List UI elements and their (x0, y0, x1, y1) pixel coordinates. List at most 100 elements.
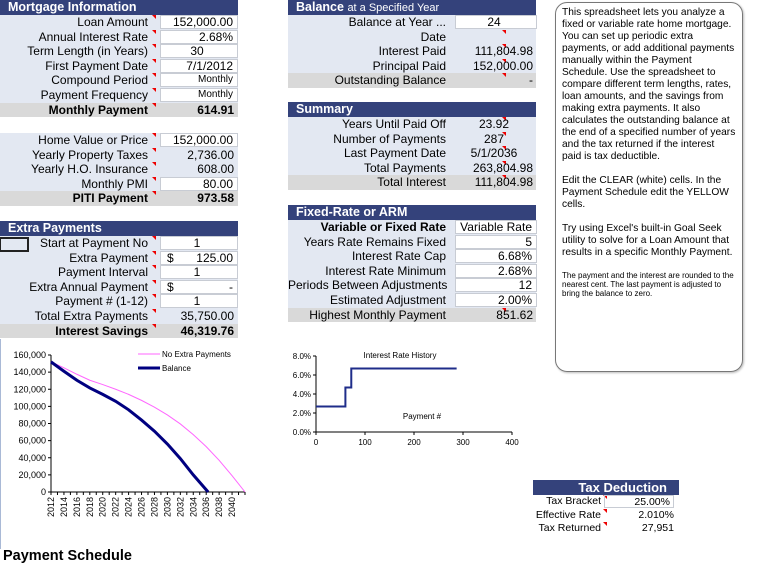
value-text: 5/1/2036 (470, 146, 518, 161)
value-input[interactable]: Variable Rate (455, 220, 537, 234)
value-cell: 973.58 (160, 191, 238, 205)
legend-label: Balance (162, 364, 191, 373)
instructions-textbox[interactable]: This spreadsheet lets you analyze a fixe… (555, 2, 743, 372)
comment-indicator[interactable] (502, 175, 506, 180)
value-text: 111,804.98 (474, 175, 533, 190)
comment-indicator[interactable] (152, 147, 156, 152)
row-label: Start at Payment No (39, 236, 148, 250)
value-cell: 2.010% (638, 508, 674, 521)
value-input[interactable]: Monthly (160, 87, 238, 102)
comment-indicator[interactable] (152, 294, 156, 299)
summary-section: Summary Years Until Paid Off 23.92 Number … (288, 102, 536, 190)
legend-label: No Extra Payments (162, 350, 231, 359)
section-header: Tax Deduction (533, 480, 679, 495)
tax-row: Tax Bracket 25.00% (533, 495, 679, 509)
comment-indicator[interactable] (502, 131, 506, 136)
form-row: Variable or Fixed Rate Variable Rate (288, 220, 537, 235)
x-tick-label: 2026 (137, 497, 147, 517)
form-row: First Payment Date 7/1/2012 (0, 58, 238, 74)
value-text: 111,804.98 (474, 44, 533, 59)
value-input[interactable]: 6.68% (455, 249, 537, 264)
comment-indicator[interactable] (152, 323, 156, 328)
form-row: Payment Frequency Monthly (0, 87, 238, 103)
comment-indicator[interactable] (152, 102, 156, 107)
comment-indicator[interactable] (152, 279, 156, 284)
value-input[interactable]: 2.68% (160, 29, 238, 44)
comment-indicator[interactable] (152, 29, 156, 34)
comment-indicator[interactable] (502, 117, 506, 121)
value-text: 608.00 (197, 162, 234, 177)
comment-indicator[interactable] (502, 146, 506, 151)
comment-indicator[interactable] (152, 308, 156, 313)
value-input[interactable]: 1 (160, 265, 238, 280)
payment-schedule-title: Payment Schedule (3, 548, 132, 564)
row-label: Estimated Adjustment (329, 292, 446, 307)
comment-indicator[interactable] (152, 87, 156, 92)
value-input[interactable]: 80.00 (160, 176, 238, 191)
value-input[interactable]: 12 (455, 278, 537, 293)
comment-indicator[interactable] (502, 29, 506, 34)
comment-indicator[interactable] (502, 58, 506, 63)
comment-indicator[interactable] (152, 265, 156, 270)
row-label: Payment Frequency (40, 87, 148, 102)
selected-cell[interactable] (0, 237, 29, 252)
note-paragraph: Edit the CLEAR (white) cells. In the Pay… (562, 175, 729, 210)
comment-indicator[interactable] (502, 73, 506, 78)
comment-indicator[interactable] (603, 522, 607, 526)
form-row: Compound Period Monthly (0, 73, 238, 88)
header-subtitle: at a Specified Year (347, 2, 440, 14)
value-input[interactable]: $125.00 (160, 250, 238, 265)
form-row: Yearly Property Taxes 2,736.00 (0, 147, 238, 163)
value-input[interactable]: 152,000.00 (160, 15, 238, 29)
value-input[interactable]: 1 (160, 294, 238, 309)
comment-indicator[interactable] (152, 44, 156, 49)
value-cell: 27,951 (641, 522, 674, 534)
value-input[interactable]: Monthly (160, 73, 238, 88)
value-input[interactable]: 5 (455, 234, 537, 249)
comment-indicator[interactable] (152, 191, 156, 196)
x-tick-label: 2034 (188, 497, 198, 517)
comment-indicator[interactable] (603, 508, 607, 513)
value-text: 287 (483, 131, 505, 146)
value-text: 12 (518, 278, 532, 293)
y-tick-label: 2.0% (293, 409, 311, 418)
comment-indicator[interactable] (152, 236, 156, 240)
value-input[interactable]: 2.68% (455, 263, 537, 278)
value-input[interactable]: 25.00% (604, 495, 674, 508)
form-row: Years Rate Remains Fixed 5 (288, 234, 537, 250)
divider (0, 339, 1, 549)
value-input[interactable]: 1 (160, 236, 238, 250)
form-row: Monthly PMI 80.00 (0, 176, 238, 192)
value-text: Monthly (197, 74, 233, 86)
comment-indicator[interactable] (152, 133, 156, 137)
value-input[interactable]: 24 (455, 15, 537, 29)
value-input[interactable]: $ - (160, 279, 238, 294)
comment-indicator[interactable] (152, 176, 156, 181)
balance-chart[interactable]: 0 20,000 40,000 60,000 80,000 100,000 120,000 1… (0, 345, 255, 545)
value-input[interactable]: 2.00% (455, 292, 537, 307)
value-text: 7/1/2012 (186, 58, 233, 73)
row-label: Principal Paid (372, 58, 446, 73)
comment-indicator[interactable] (152, 73, 156, 78)
x-tick-label: 2036 (201, 497, 211, 517)
comment-indicator[interactable] (152, 162, 156, 167)
row-label: Variable or Fixed Rate (320, 220, 446, 234)
row-label: Yearly H.O. Insurance (31, 162, 148, 177)
form-row: Periods Between Adjustments 12 (288, 278, 537, 293)
comment-indicator[interactable] (502, 44, 506, 49)
comment-indicator[interactable] (502, 160, 506, 165)
comment-indicator[interactable] (152, 250, 156, 255)
x-tick-label: 2040 (227, 497, 237, 517)
interest-rate-history-chart[interactable]: 0.0% 2.0% 4.0% 6.0% 8.0% 0 100 200 300 400 Interes… (280, 345, 530, 450)
comment-indicator[interactable] (502, 307, 506, 312)
value-input[interactable]: 152,000.00 (160, 133, 238, 147)
comment-indicator[interactable] (152, 15, 156, 19)
comment-indicator[interactable] (152, 58, 156, 63)
value-input[interactable]: 7/1/2012 (160, 58, 238, 73)
row-label: Term Length (in Years) (27, 44, 148, 59)
value-input[interactable]: 30 (160, 44, 238, 59)
value-cell: - (455, 73, 537, 87)
comment-indicator[interactable] (603, 495, 607, 499)
row-label: Years Until Paid Off (341, 117, 446, 131)
y-tick-label: 100,000 (13, 401, 46, 411)
